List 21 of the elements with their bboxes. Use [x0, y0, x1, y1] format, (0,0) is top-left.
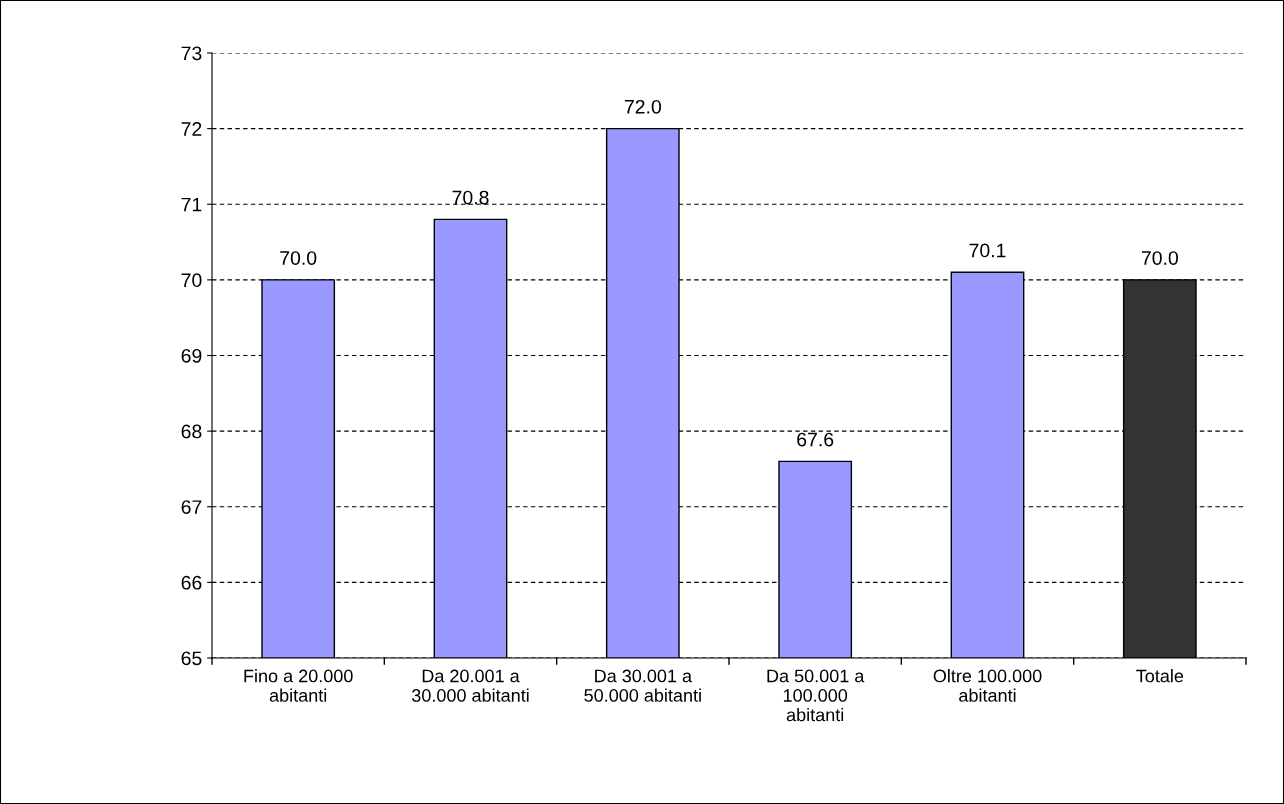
data-label: 70.0	[280, 251, 317, 265]
data-label: 70.0	[1141, 251, 1178, 265]
y-tick-label: 66	[181, 575, 202, 590]
data-label: 70.8	[452, 190, 489, 205]
data-label: 70.1	[969, 243, 1006, 258]
y-tick-label: 68	[181, 424, 202, 439]
x-tick-label: Totale	[1136, 669, 1184, 683]
x-tick-label: Fino a 20.000 abitanti	[244, 669, 353, 702]
y-tick-label: 72	[181, 122, 202, 136]
y-tick-label: 70	[181, 273, 202, 288]
y-tick-label: 65	[181, 651, 202, 666]
y-tick-label: 73	[181, 46, 202, 61]
x-tick-label: Da 20.001 a 30.000 abitanti	[411, 669, 529, 702]
data-label: 72.0	[624, 99, 661, 114]
y-tick-label: 67	[181, 500, 202, 514]
x-tick-label: Da 50.001 a 100.000 abitanti	[767, 669, 865, 722]
x-tick-label: Da 30.001 a 50.000 abitanti	[584, 669, 701, 702]
x-tick-label: Oltre 100.000 abitanti	[933, 669, 1042, 702]
y-tick-label: 69	[181, 348, 202, 363]
y-tick-label: 71	[181, 197, 202, 212]
data-label: 67.6	[797, 432, 834, 447]
